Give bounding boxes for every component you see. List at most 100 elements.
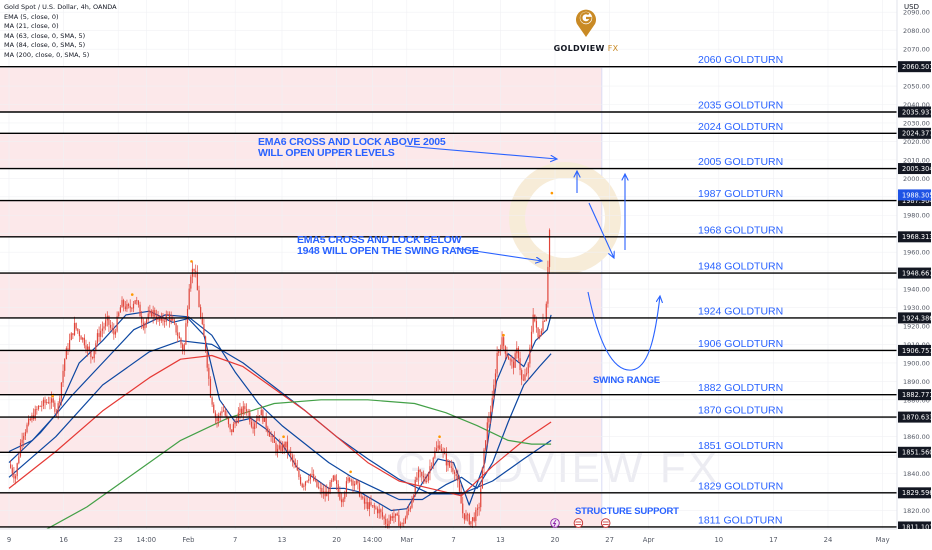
x-tick-label: 7 — [233, 536, 237, 544]
y-tick-label: 1960.00 — [903, 249, 930, 257]
candle-body — [391, 516, 393, 518]
y-tick-label: 1900.00 — [903, 359, 930, 367]
candle-body — [119, 307, 121, 313]
price-tag-4: 1987.964 — [902, 197, 932, 205]
indicator-ema5[interactable]: EMA (5, close, 0) — [4, 12, 59, 21]
candle-body — [183, 344, 185, 351]
event-marker-0[interactable] — [550, 518, 560, 528]
candle-body — [399, 523, 402, 526]
candle-body — [394, 513, 397, 516]
candle-body — [87, 346, 89, 350]
candle-body — [449, 461, 451, 467]
candle-body — [396, 513, 398, 516]
candle-body — [350, 480, 352, 482]
candle-body — [317, 486, 320, 488]
candle-body — [275, 442, 277, 452]
level-label-5: 1968 GOLDTURN — [698, 224, 783, 236]
candle-body — [268, 432, 271, 437]
candle-body — [378, 509, 380, 514]
candle-body — [290, 451, 292, 456]
indicator-ma63[interactable]: MA (63, close, 0, SMA, 5) — [4, 31, 86, 40]
price-tag-bg-6 — [898, 267, 931, 279]
candle-body — [532, 314, 534, 332]
candle-body — [298, 470, 300, 478]
candle-body — [34, 409, 36, 420]
candle-body — [283, 443, 285, 448]
candle-body — [414, 480, 416, 496]
price-tag-bg-1 — [898, 106, 931, 118]
indicator-ma21[interactable]: MA (21, close, 0) — [4, 22, 59, 31]
indicator-ma200[interactable]: MA (200, close, 0, SMA, 5) — [4, 50, 90, 59]
x-tick-label: 17 — [769, 536, 778, 544]
candle-body — [286, 441, 289, 452]
candle-body — [186, 308, 189, 324]
price-tag-bg-8 — [898, 344, 931, 356]
candle-body — [295, 462, 297, 468]
candle-body — [501, 337, 503, 349]
indicator-legend: Gold Spot / U.S. Dollar, 4h, OANDA EMA (… — [4, 3, 117, 61]
zone-band-3 — [0, 273, 602, 318]
price-tag-7: 1924.386 — [902, 314, 932, 322]
x-tick-label: Feb — [182, 536, 194, 544]
candle-body — [29, 418, 31, 420]
candle-body — [489, 411, 492, 419]
candle-body — [178, 336, 180, 339]
candle-body — [458, 480, 461, 492]
event-marker-2[interactable] — [600, 518, 611, 528]
symbol-title[interactable]: Gold Spot / U.S. Dollar, 4h, OANDA — [4, 3, 117, 11]
lightning-icon — [552, 519, 557, 527]
candle-body — [537, 327, 539, 338]
price-tag-2: 2024.377 — [902, 130, 932, 138]
candle-body — [419, 469, 421, 473]
candle-body — [326, 491, 328, 497]
candle-body — [457, 475, 459, 481]
x-tick-label: May — [876, 536, 890, 544]
y-tick-label: 1860.00 — [903, 433, 930, 441]
indicator-ma84[interactable]: MA (84, close, 0, SMA, 5) — [4, 41, 86, 50]
candle-body — [342, 498, 344, 503]
candle-body — [62, 370, 64, 383]
candle-body — [403, 522, 405, 524]
candle-body — [49, 402, 51, 404]
price-tag-3: 2005.304 — [902, 165, 932, 173]
candle-body — [232, 424, 235, 433]
ma-line-1 — [8, 314, 552, 501]
candle-body — [129, 305, 131, 309]
candle-body — [147, 313, 149, 320]
candle-body — [450, 466, 452, 468]
time-axis-bg — [0, 529, 932, 550]
candle-body — [483, 449, 485, 468]
candle-body — [293, 460, 295, 463]
candle-body — [344, 493, 346, 499]
candle-body — [13, 473, 15, 479]
candle-body — [445, 454, 447, 466]
y-tick-label: 1840.00 — [903, 470, 930, 478]
candle-body — [352, 480, 354, 486]
candle-body — [67, 348, 69, 350]
candle-body — [411, 500, 413, 508]
candle-body — [355, 480, 357, 484]
level-label-1: 2035 GOLDTURN — [698, 100, 783, 112]
candle-body — [345, 481, 348, 494]
candle-body — [380, 509, 382, 513]
candle-body — [142, 322, 144, 329]
x-tick-label: 23 — [114, 536, 123, 544]
candle-body — [526, 373, 528, 375]
candle-body — [354, 483, 356, 486]
event-marker-1[interactable] — [573, 518, 584, 528]
price-tag-5: 1968.313 — [902, 233, 932, 241]
candle-body — [368, 502, 370, 510]
candle-body — [375, 507, 377, 509]
price-tag-0: 2060.501 — [902, 63, 932, 71]
candle-body — [332, 475, 334, 481]
candle-body — [162, 317, 164, 322]
candle-body — [260, 410, 262, 416]
candle-body — [105, 320, 107, 327]
candle-body — [270, 436, 272, 437]
annotation-structure-support-line-0: STRUCTURE SUPPORT — [575, 506, 679, 517]
candle-body — [517, 347, 520, 359]
y-tick-label: 2080.00 — [903, 27, 930, 35]
candle-body — [462, 503, 464, 514]
arrow-down-to-1948 — [588, 202, 614, 258]
